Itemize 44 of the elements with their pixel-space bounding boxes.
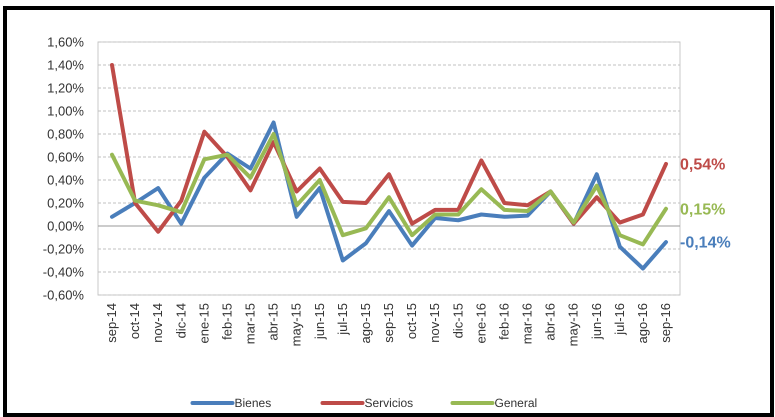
x-tick-label: sep-15 <box>381 303 396 343</box>
x-tick-label: sep-16 <box>658 303 673 343</box>
x-tick-label: ago-15 <box>358 303 373 344</box>
x-tick-label: ene-15 <box>196 303 212 344</box>
x-tick-label: oct-15 <box>404 303 420 340</box>
x-tick-label: mar-16 <box>520 303 534 344</box>
x-tick-label: jul-15 <box>334 303 350 336</box>
x-tick-label: dic-14 <box>173 303 188 338</box>
x-tick-label: sep-14 <box>104 303 119 343</box>
y-tick-label: 0,80% <box>47 126 84 142</box>
y-tick-label: -0,20% <box>42 242 84 257</box>
x-tick-label: ago-16 <box>634 303 650 344</box>
x-tick-label: abr-16 <box>542 303 558 341</box>
y-tick-label: 0,20% <box>47 196 84 211</box>
x-tick-label: may-16 <box>566 303 581 346</box>
y-tick-label: 1,60% <box>47 34 84 50</box>
x-tick-label: feb-15 <box>219 303 234 340</box>
x-tick-label: jun-16 <box>588 303 604 340</box>
x-tick-label: dic-15 <box>450 303 466 338</box>
y-tick-label: 0,60% <box>47 150 84 165</box>
x-tick-label: feb-16 <box>496 303 512 340</box>
x-tick-label: may-15 <box>288 303 304 346</box>
x-tick-label: oct-14 <box>127 303 142 340</box>
x-tick-label: nov-14 <box>150 303 166 343</box>
x-tick-label: jul-16 <box>612 303 627 336</box>
y-tick-label: 1,00% <box>47 104 84 119</box>
y-tick-label: 0,40% <box>47 172 84 188</box>
y-tick-label: -0,60% <box>42 288 84 303</box>
legend-label: Bienes <box>234 396 272 410</box>
legend-label: General <box>494 396 538 410</box>
annotation: 0,54% <box>680 156 726 174</box>
annotation: 0,15% <box>680 201 726 218</box>
x-tick-label: jun-15 <box>312 303 327 340</box>
y-tick-label: 1,40% <box>47 58 84 73</box>
x-tick-label: nov-15 <box>427 303 442 343</box>
legend-label: Servicios <box>364 396 414 410</box>
x-tick-label: ene-16 <box>473 303 488 344</box>
y-tick-label: 1,20% <box>47 80 84 96</box>
y-tick-label: 0,00% <box>47 218 84 234</box>
annotation: -0,14% <box>680 234 731 252</box>
x-tick-label: abr-15 <box>266 303 281 341</box>
x-tick-label: mar-15 <box>242 303 258 344</box>
y-tick-label: -0,40% <box>42 264 84 280</box>
line-series <box>110 132 668 246</box>
